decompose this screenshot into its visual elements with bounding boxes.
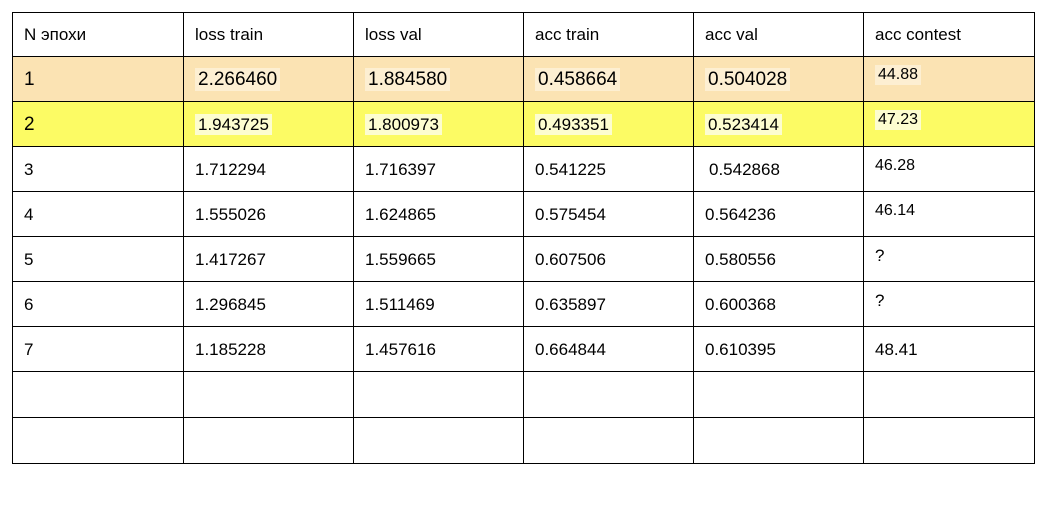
- table-row: 4 1.555026 1.624865 0.575454 0.564236 46…: [12, 191, 1035, 237]
- table-cell[interactable]: 47.23: [863, 101, 1035, 147]
- table-cell[interactable]: 2: [12, 101, 184, 147]
- table-cell[interactable]: 0.564236: [693, 191, 864, 237]
- cell-value: 1.884580: [365, 67, 451, 91]
- header-cell-epoch[interactable]: N эпохи: [12, 12, 184, 57]
- table-row: 2 1.943725 1.800973 0.493351 0.523414 47…: [12, 101, 1035, 147]
- cell-value: 0.542868: [709, 159, 780, 179]
- cell-value: 0.523414: [705, 113, 782, 135]
- table-cell[interactable]: 48.41: [863, 326, 1035, 372]
- table-cell[interactable]: 1.296845: [183, 281, 354, 327]
- table-cell[interactable]: 6: [12, 281, 184, 327]
- empty-cell[interactable]: [353, 417, 524, 464]
- cell-value: 2: [24, 113, 35, 135]
- table-cell[interactable]: 1.800973: [353, 101, 524, 147]
- empty-cell[interactable]: [12, 371, 184, 418]
- table-cell[interactable]: 1.417267: [183, 236, 354, 282]
- table-row: 1 2.266460 1.884580 0.458664 0.504028 44…: [12, 56, 1035, 102]
- table-cell[interactable]: 1.457616: [353, 326, 524, 372]
- table-row: 6 1.296845 1.511469 0.635897 0.600368 ?: [12, 281, 1035, 327]
- table-cell[interactable]: 5: [12, 236, 184, 282]
- table-cell[interactable]: 0.580556: [693, 236, 864, 282]
- table-cell[interactable]: 1.511469: [353, 281, 524, 327]
- table-cell[interactable]: 1.559665: [353, 236, 524, 282]
- empty-cell[interactable]: [863, 371, 1035, 418]
- header-row: N эпохи loss train loss val acc train ac…: [12, 12, 1035, 57]
- cell-value: 44.88: [875, 65, 922, 85]
- table-cell[interactable]: ?: [863, 281, 1035, 327]
- empty-cell[interactable]: [183, 417, 354, 464]
- table-cell[interactable]: 0.635897: [523, 281, 694, 327]
- table-cell[interactable]: 2.266460: [183, 56, 354, 102]
- table-cell[interactable]: 0.523414: [693, 101, 864, 147]
- header-cell-loss-val[interactable]: loss val: [353, 12, 524, 57]
- table-cell[interactable]: 7: [12, 326, 184, 372]
- cell-value: 1.943725: [195, 113, 272, 135]
- cell-value: ?: [875, 245, 885, 265]
- table-cell[interactable]: 1.624865: [353, 191, 524, 237]
- table-cell[interactable]: 0.504028: [693, 56, 864, 102]
- table-row: 3 1.712294 1.716397 0.541225 0.542868 46…: [12, 146, 1035, 192]
- empty-cell[interactable]: [183, 371, 354, 418]
- empty-cell[interactable]: [863, 417, 1035, 464]
- empty-cell[interactable]: [693, 417, 864, 464]
- empty-row: [12, 417, 1035, 464]
- cell-value: 46.14: [875, 202, 916, 219]
- empty-cell[interactable]: [523, 371, 694, 418]
- header-cell-acc-contest[interactable]: acc contest: [863, 12, 1035, 57]
- empty-cell[interactable]: [693, 371, 864, 418]
- cell-value: ?: [875, 290, 885, 310]
- table-cell[interactable]: 1.185228: [183, 326, 354, 372]
- table-cell[interactable]: 0.575454: [523, 191, 694, 237]
- table-cell[interactable]: 0.664844: [523, 326, 694, 372]
- cell-value: 1: [24, 68, 35, 90]
- cell-value: 0.504028: [705, 67, 791, 91]
- table-cell[interactable]: 46.14: [863, 191, 1035, 237]
- empty-cell[interactable]: [523, 417, 694, 464]
- table-cell[interactable]: 0.458664: [523, 56, 694, 102]
- table-cell[interactable]: 1.884580: [353, 56, 524, 102]
- table-cell[interactable]: 1.712294: [183, 146, 354, 192]
- table-cell[interactable]: ?: [863, 236, 1035, 282]
- table-row: 7 1.185228 1.457616 0.664844 0.610395 48…: [12, 326, 1035, 372]
- table-cell[interactable]: 0.607506: [523, 236, 694, 282]
- header-cell-acc-val[interactable]: acc val: [693, 12, 864, 57]
- table-cell[interactable]: 0.541225: [523, 146, 694, 192]
- empty-cell[interactable]: [353, 371, 524, 418]
- empty-row: [12, 371, 1035, 418]
- cell-value: 47.23: [875, 110, 922, 130]
- header-cell-acc-train[interactable]: acc train: [523, 12, 694, 57]
- table-cell[interactable]: 4: [12, 191, 184, 237]
- results-table: N эпохи loss train loss val acc train ac…: [12, 12, 1035, 464]
- table-cell[interactable]: 3: [12, 146, 184, 192]
- table-cell[interactable]: 1.943725: [183, 101, 354, 147]
- table-cell[interactable]: 0.493351: [523, 101, 694, 147]
- table-cell[interactable]: 0.610395: [693, 326, 864, 372]
- table-row: 5 1.417267 1.559665 0.607506 0.580556 ?: [12, 236, 1035, 282]
- cell-value: 46.28: [875, 157, 916, 174]
- cell-value: 2.266460: [195, 67, 281, 91]
- table-cell[interactable]: 1.716397: [353, 146, 524, 192]
- cell-value: 0.493351: [535, 113, 612, 135]
- header-cell-loss-train[interactable]: loss train: [183, 12, 354, 57]
- table-cell[interactable]: 44.88: [863, 56, 1035, 102]
- cell-value: 1.800973: [365, 113, 442, 135]
- table-cell[interactable]: 0.542868: [693, 146, 864, 192]
- table-cell[interactable]: 1: [12, 56, 184, 102]
- cell-value: 0.458664: [535, 67, 621, 91]
- empty-cell[interactable]: [12, 417, 184, 464]
- table-cell[interactable]: 0.600368: [693, 281, 864, 327]
- table-cell[interactable]: 1.555026: [183, 191, 354, 237]
- table-cell[interactable]: 46.28: [863, 146, 1035, 192]
